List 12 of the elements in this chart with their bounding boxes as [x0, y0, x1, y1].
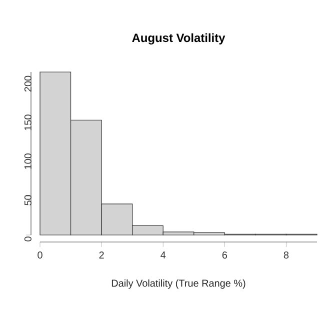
y-tick-label: 150	[24, 114, 32, 130]
y-tick-label: 200	[24, 76, 32, 92]
x-tick-label: 4	[160, 252, 166, 258]
chart-title: August Volatility	[132, 33, 226, 44]
x-tick-label: 0	[38, 252, 42, 259]
y-tick-label: 50	[24, 195, 32, 206]
x-tick-label: 2	[99, 252, 104, 258]
x-tick-label: 8	[284, 252, 289, 259]
y-tick-label: 100	[24, 153, 32, 169]
x-axis-title: Daily Volatility (True Range %)	[112, 279, 246, 289]
x-tick-label: 6	[222, 252, 228, 259]
y-tick-label: 0	[24, 236, 32, 242]
